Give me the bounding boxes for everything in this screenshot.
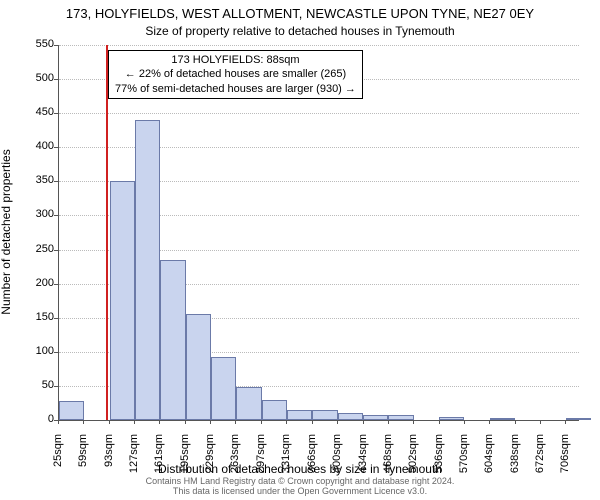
histogram-bar bbox=[388, 415, 413, 420]
x-tick-label: 195sqm bbox=[179, 434, 191, 484]
y-tick-mark bbox=[54, 79, 58, 80]
x-tick-mark bbox=[540, 420, 541, 424]
y-tick-label: 400 bbox=[14, 140, 54, 152]
x-tick-mark bbox=[363, 420, 364, 424]
x-tick-mark bbox=[159, 420, 160, 424]
histogram-bar bbox=[262, 400, 287, 420]
x-tick-label: 331sqm bbox=[280, 434, 292, 484]
x-tick-mark bbox=[337, 420, 338, 424]
y-tick-label: 350 bbox=[14, 174, 54, 186]
x-tick-mark bbox=[134, 420, 135, 424]
y-tick-mark bbox=[54, 181, 58, 182]
y-tick-label: 100 bbox=[14, 345, 54, 357]
marker-line bbox=[106, 45, 108, 420]
chart-container: 173, HOLYFIELDS, WEST ALLOTMENT, NEWCAST… bbox=[0, 0, 600, 500]
histogram-bar bbox=[312, 410, 337, 420]
y-tick-label: 150 bbox=[14, 311, 54, 323]
x-tick-mark bbox=[312, 420, 313, 424]
x-tick-label: 25sqm bbox=[52, 434, 64, 484]
histogram-bar bbox=[338, 413, 363, 420]
x-tick-mark bbox=[109, 420, 110, 424]
x-tick-label: 434sqm bbox=[357, 434, 369, 484]
x-tick-label: 366sqm bbox=[306, 434, 318, 484]
y-tick-mark bbox=[54, 318, 58, 319]
x-tick-label: 161sqm bbox=[153, 434, 165, 484]
y-axis-label: Number of detached properties bbox=[0, 67, 13, 232]
x-tick-mark bbox=[489, 420, 490, 424]
y-tick-label: 250 bbox=[14, 243, 54, 255]
x-tick-label: 229sqm bbox=[204, 434, 216, 484]
y-tick-mark bbox=[54, 386, 58, 387]
histogram-bar bbox=[363, 415, 388, 420]
y-tick-label: 300 bbox=[14, 208, 54, 220]
y-tick-mark bbox=[54, 352, 58, 353]
x-tick-label: 59sqm bbox=[77, 434, 89, 484]
annotation-box: 173 HOLYFIELDS: 88sqm ← 22% of detached … bbox=[108, 50, 363, 99]
x-tick-mark bbox=[413, 420, 414, 424]
histogram-bar bbox=[287, 410, 312, 420]
histogram-bar bbox=[59, 401, 84, 420]
x-tick-label: 400sqm bbox=[331, 434, 343, 484]
annotation-line-1: 173 HOLYFIELDS: 88sqm bbox=[115, 53, 356, 67]
footer-line-2: This data is licensed under the Open Gov… bbox=[0, 487, 600, 497]
x-tick-label: 672sqm bbox=[534, 434, 546, 484]
histogram-bar bbox=[160, 260, 185, 420]
y-tick-mark bbox=[54, 215, 58, 216]
x-tick-label: 536sqm bbox=[433, 434, 445, 484]
grid-line bbox=[59, 113, 579, 114]
x-tick-mark bbox=[235, 420, 236, 424]
x-tick-mark bbox=[58, 420, 59, 424]
x-tick-label: 297sqm bbox=[255, 434, 267, 484]
x-tick-mark bbox=[83, 420, 84, 424]
x-tick-label: 706sqm bbox=[559, 434, 571, 484]
histogram-bar bbox=[566, 418, 591, 420]
y-tick-label: 550 bbox=[14, 38, 54, 50]
x-tick-label: 93sqm bbox=[103, 434, 115, 484]
histogram-bar bbox=[236, 387, 261, 420]
histogram-bar bbox=[135, 120, 160, 420]
y-tick-mark bbox=[54, 45, 58, 46]
x-tick-mark bbox=[286, 420, 287, 424]
grid-line bbox=[59, 45, 579, 46]
x-tick-label: 468sqm bbox=[382, 434, 394, 484]
histogram-bar bbox=[186, 314, 211, 420]
x-tick-mark bbox=[439, 420, 440, 424]
x-tick-mark bbox=[261, 420, 262, 424]
x-tick-label: 604sqm bbox=[483, 434, 495, 484]
histogram-bar bbox=[110, 181, 135, 420]
x-tick-label: 263sqm bbox=[229, 434, 241, 484]
x-tick-mark bbox=[210, 420, 211, 424]
y-tick-label: 200 bbox=[14, 277, 54, 289]
y-tick-mark bbox=[54, 147, 58, 148]
plot-area bbox=[58, 45, 579, 421]
y-tick-mark bbox=[54, 250, 58, 251]
y-tick-mark bbox=[54, 284, 58, 285]
x-tick-label: 502sqm bbox=[407, 434, 419, 484]
x-tick-mark bbox=[565, 420, 566, 424]
x-tick-label: 127sqm bbox=[128, 434, 140, 484]
x-tick-label: 570sqm bbox=[458, 434, 470, 484]
x-tick-mark bbox=[515, 420, 516, 424]
histogram-bar bbox=[439, 417, 464, 420]
x-tick-mark bbox=[185, 420, 186, 424]
y-tick-mark bbox=[54, 113, 58, 114]
annotation-line-3: 77% of semi-detached houses are larger (… bbox=[115, 82, 356, 96]
histogram-bar bbox=[490, 418, 515, 420]
y-tick-label: 450 bbox=[14, 106, 54, 118]
x-tick-label: 638sqm bbox=[509, 434, 521, 484]
chart-subtitle: Size of property relative to detached ho… bbox=[0, 24, 600, 38]
histogram-bar bbox=[211, 357, 236, 420]
y-tick-label: 0 bbox=[14, 413, 54, 425]
chart-title: 173, HOLYFIELDS, WEST ALLOTMENT, NEWCAST… bbox=[0, 6, 600, 21]
y-tick-label: 500 bbox=[14, 72, 54, 84]
x-tick-mark bbox=[388, 420, 389, 424]
x-tick-mark bbox=[464, 420, 465, 424]
y-tick-label: 50 bbox=[14, 379, 54, 391]
annotation-line-2: ← 22% of detached houses are smaller (26… bbox=[115, 67, 356, 81]
